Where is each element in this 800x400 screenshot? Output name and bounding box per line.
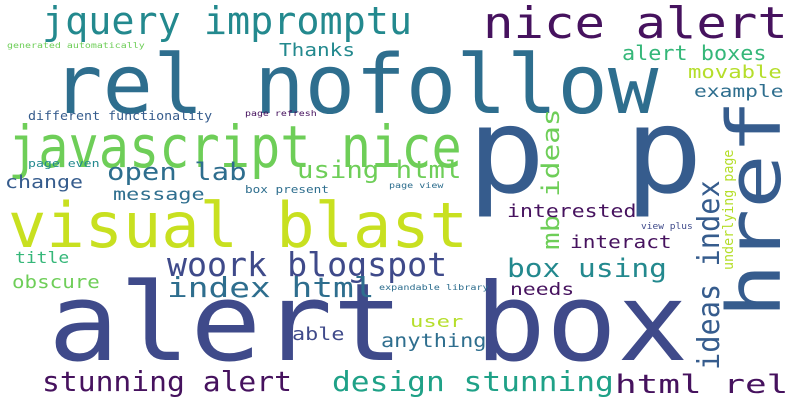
word-title: title — [15, 248, 70, 267]
word-generated-automatically: generated automatically — [7, 41, 145, 50]
word-open-lab: open lab — [107, 158, 247, 186]
word-anything: anything — [381, 330, 487, 352]
word-thanks: Thanks — [279, 40, 356, 61]
word-page-refresh: page refresh — [245, 109, 317, 118]
word-nice-alert: nice alert — [483, 0, 788, 49]
word-design-stunning: design stunning — [332, 365, 614, 398]
word-change: change — [5, 172, 84, 193]
word-message: message — [113, 185, 205, 205]
word-box-using: box using — [507, 254, 667, 284]
word-p-p: p p — [467, 82, 704, 220]
word-expandable-library: expandable library — [379, 283, 489, 292]
word-underlying-page: underlying page — [721, 149, 737, 270]
word-different-functionality: different functionality — [28, 109, 213, 123]
word-rel-nofollow: rel nofollow — [52, 38, 659, 133]
word-using-html: using html — [297, 156, 462, 184]
word-obscure: obscure — [12, 272, 100, 293]
word-interested: interested — [507, 201, 637, 222]
word-index-html: index html — [167, 271, 375, 304]
word-box-present: box present — [245, 183, 329, 196]
word-html-rel: html rel — [615, 370, 789, 400]
word-page-view: page view — [389, 181, 444, 190]
word-stunning-alert: stunning alert — [42, 365, 293, 398]
word-woork-blogspot: woork blogspot — [167, 245, 448, 284]
word-page-even: page even — [28, 157, 100, 170]
word-jquery-impromptu: jquery impromptu — [42, 0, 413, 43]
word-movable: movable — [688, 62, 782, 83]
word-needs: needs — [510, 280, 575, 300]
word-interact: interact — [570, 232, 672, 253]
word-mb-ideas: mb ideas — [537, 108, 565, 250]
word-javascript-nice: javascript nice — [8, 113, 462, 181]
word-view-plus: view plus — [641, 222, 693, 232]
word-example: example — [694, 82, 784, 102]
word-able: able — [292, 324, 345, 345]
word-user: user — [410, 312, 464, 331]
word-visual-blast: visual blast — [8, 189, 468, 262]
word-alert-box: alert box — [48, 261, 689, 386]
word-alert-boxes: alert boxes — [622, 41, 767, 65]
